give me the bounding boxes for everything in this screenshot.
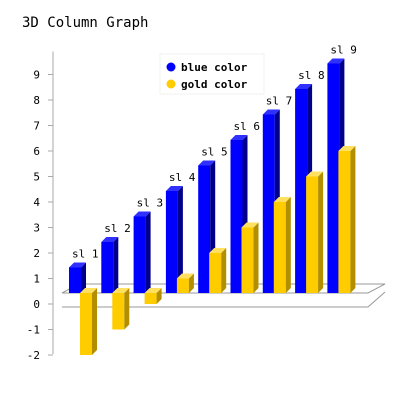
bar-gold-3-top [144,288,162,293]
legend: blue color gold color [159,53,265,95]
bar-gold-4 [176,273,194,293]
labels-group: sl 1 sl 2 sl 3 sl 4 sl 5 sl 6 sl 7 sl 8 sl 9 [72,44,357,261]
bar-gold-3-front [144,293,157,304]
bar-gold-2-side [124,288,130,330]
bar-gold-9-side [350,146,356,293]
bar-gold-8 [306,171,324,293]
y-tick-label: 0 [33,298,40,311]
bar-blue-9-top [327,58,345,64]
bar-gold-6 [241,222,259,293]
bar-gold-8-side [318,171,324,293]
legend-label-gold: gold color [181,78,248,91]
bar-gold-6-front [241,227,254,293]
bar-blue-4-side [177,186,183,293]
chart-title: 3D Column Graph [22,15,148,31]
bar-label-8: sl 8 [298,69,325,82]
bar-blue-7-top [262,109,280,115]
bar-gold-7-side [285,197,291,293]
bar-gold-1 [80,288,97,355]
y-tick-label: 1 [33,273,40,286]
bar-blue-1-top [69,262,86,268]
bar-blue-8-top [295,84,313,89]
legend-label-blue: blue color [181,61,248,74]
bar-blue-3-side [145,211,151,293]
bar-blue-5-front [198,165,211,293]
bar-blue-3 [133,211,151,293]
bars-group [69,58,356,355]
bar-label-5: sl 5 [201,146,228,159]
bar-gold-7-front [273,202,286,293]
bar-gold-2 [112,288,130,330]
bar-label-7: sl 7 [266,95,293,108]
bar-gold-7-top [273,197,291,202]
bar-blue-3-front [133,216,146,293]
y-tick-label: -1 [27,324,40,337]
bar-gold-5-top [209,248,227,253]
bar-gold-4-side [188,273,194,293]
bar-gold-9-front [338,151,351,293]
bar-gold-3-side [156,288,162,304]
bar-gold-6-top [241,222,259,228]
bar-blue-7-front [262,114,275,293]
bar-gold-2-front [112,293,125,330]
bar-label-4: sl 4 [169,171,196,184]
bar-gold-5-front [209,253,222,293]
bar-gold-8-top [306,171,324,177]
floor-side-edge [367,291,386,308]
bar-gold-7 [273,197,291,293]
bar-gold-4-front [176,278,189,293]
bar-gold-3 [144,288,162,304]
bar-blue-2 [101,237,119,293]
bar-label-1: sl 1 [72,248,99,261]
y-tick-label: 7 [33,120,40,133]
y-tick-label: 4 [33,196,40,209]
bar-label-9: sl 9 [330,44,357,57]
legend-marker-gold [166,79,176,89]
y-tick-label: 9 [33,69,40,82]
bar-blue-9-front [327,63,340,293]
y-tick-label: 8 [33,94,40,107]
bar-gold-4-top [176,273,194,279]
bar-gold-1-front [80,293,92,355]
bar-gold-9 [338,146,356,293]
bar-blue-6-top [230,135,248,140]
bar-gold-5-side [221,248,227,293]
bar-blue-1 [69,262,86,293]
bar-blue-2-front [101,242,114,293]
bar-blue-1-front [69,267,81,293]
bar-blue-8-front [295,89,308,293]
bar-gold-1-top [80,288,97,293]
bar-blue-4 [165,186,183,293]
bar-blue-2-top [101,237,119,242]
y-tick-label: 3 [33,222,40,235]
y-tick-label: -2 [27,349,40,362]
bar-blue-4-front [165,191,178,293]
y-tick-label: 6 [33,145,40,158]
bar-blue-1-side [81,262,86,293]
bar-blue-4-top [165,186,183,191]
legend-box [159,53,265,95]
bar-blue-3-top [133,211,151,217]
bar-blue-6-front [230,140,243,293]
bar-label-2: sl 2 [104,222,131,235]
bar-gold-5 [209,248,227,293]
legend-marker-blue [166,62,176,72]
bar-gold-2-top [112,288,130,293]
bar-label-6: sl 6 [234,120,261,133]
bar-label-3: sl 3 [137,197,164,210]
bar-gold-9-top [338,146,356,151]
bar-blue-2-side [113,237,119,293]
bar-gold-1-side [92,288,97,355]
bar-gold-8-front [306,176,319,293]
bar-gold-6-side [253,222,259,293]
y-tick-label: 5 [33,171,40,184]
bar-blue-5-top [198,160,216,166]
y-tick-label: 2 [33,247,40,260]
